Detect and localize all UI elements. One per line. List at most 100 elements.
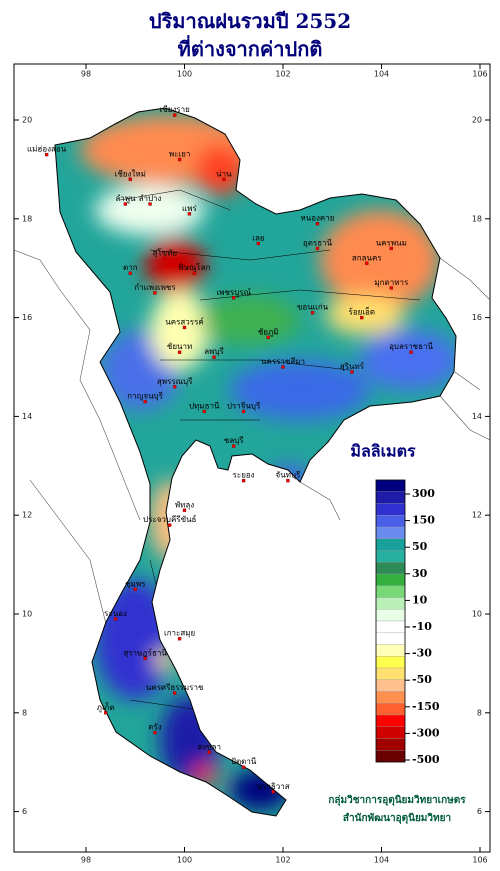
legend-label: -30 (412, 647, 432, 660)
province-label: สุโขทัย (152, 247, 177, 257)
station-dot (133, 587, 137, 591)
station-dot (207, 750, 211, 754)
station-dot (143, 399, 147, 404)
legend-swatch (375, 644, 406, 657)
province-label: ร้อยเอ็ด (349, 307, 376, 317)
station-dot (113, 617, 118, 621)
station-dot (315, 222, 320, 226)
province-label: แม่ฮ่องสอน (27, 145, 67, 154)
lat-tick-label: 12 (22, 511, 32, 520)
station-dot (241, 765, 246, 769)
legend-title: มิลลิเมตร (350, 442, 416, 461)
legend-label: 10 (412, 593, 428, 606)
province-label: อุบลราชธานี (389, 342, 433, 351)
lat-tick-label: 16 (472, 313, 482, 322)
legend-swatch (375, 538, 406, 551)
lon-tick-label: 100 (177, 856, 192, 865)
neighbour-borders (13, 249, 491, 641)
legend-frame (375, 479, 406, 763)
province-label: ลพบุรี (204, 347, 224, 356)
province-label: เชียงราย (160, 105, 190, 114)
province-label: กาญจนบุรี (127, 392, 163, 401)
province-label: มุกดาหาร (374, 278, 409, 287)
province-label: สกลนคร (352, 253, 382, 262)
station-dot (241, 409, 246, 414)
legend-swatch (375, 714, 406, 727)
lon-tick-label: 102 (275, 856, 290, 865)
legend-label: -150 (412, 700, 440, 713)
province-label: ตาก (123, 263, 138, 272)
station-dot (389, 246, 394, 251)
province-label: นครราชสีมา (261, 357, 305, 366)
station-dot (271, 790, 275, 794)
lat-tick-label: 20 (472, 116, 482, 125)
station-dot (168, 523, 172, 527)
province-label: ชลบุรี (224, 436, 244, 445)
legend-swatch (375, 703, 406, 716)
title: ที่ต่างจากค่าปกติ (178, 34, 323, 61)
lat-tick-label: 14 (472, 412, 482, 421)
legend-label: 30 (412, 567, 428, 580)
station-dot (104, 711, 108, 715)
legend-swatch (375, 632, 406, 645)
station-dot (266, 335, 270, 340)
legend-swatch (375, 585, 406, 598)
station-dot (241, 478, 246, 483)
province-label: ตรัง (148, 723, 161, 732)
station-dot (177, 350, 182, 354)
station-dot (177, 637, 182, 641)
province-label: ปัตตานี (231, 757, 257, 766)
station-dot (187, 212, 192, 216)
lon-tick-label: 106 (472, 70, 487, 79)
legend-swatch (375, 750, 406, 763)
station-dot (310, 311, 315, 315)
lon-tick-label: 104 (374, 70, 389, 79)
lat-tick-label: 10 (22, 610, 32, 619)
station-dot (222, 177, 226, 181)
legend-swatch (375, 691, 406, 704)
station-dot (281, 365, 285, 369)
lon-tick-label: 98 (81, 70, 91, 79)
province-label: สงขลา (197, 742, 221, 751)
station-dot (153, 291, 157, 295)
province-label: เลย (252, 234, 264, 243)
province-label: ชัยภูมิ (258, 327, 279, 337)
credit: สำนักพัฒนาอุตุนิยมวิทยา (343, 812, 451, 824)
station-dot (123, 202, 128, 206)
province-label: น่าน (216, 169, 232, 178)
legend-label: -10 (412, 620, 432, 633)
lat-tick-label: 12 (472, 511, 482, 520)
station-dot (389, 286, 394, 290)
station-dot (44, 152, 49, 157)
lat-tick-label: 8 (477, 708, 482, 717)
lat-tick-label: 8 (22, 708, 27, 717)
lat-tick-label: 14 (22, 412, 32, 421)
province-label: ประจวบคีรีขันธ์ (143, 514, 197, 524)
station-dot (172, 691, 177, 695)
lat-tick-label: 6 (22, 807, 27, 816)
legend-swatch (375, 562, 406, 575)
legend-swatch (375, 679, 406, 692)
lat-tick-label: 10 (472, 610, 482, 619)
station-dot (153, 730, 157, 735)
station-dot (232, 444, 236, 448)
province-label: ลำพูน (115, 194, 136, 204)
province-label: ชัยนาท (167, 342, 192, 351)
legend-swatch (375, 726, 406, 739)
station-dot (360, 315, 364, 320)
province-label: พะเยา (169, 150, 190, 159)
province-label: นครพนม (376, 238, 407, 247)
legend-swatch (375, 526, 406, 539)
province-label: ระนอง (104, 609, 127, 618)
station-dot (128, 271, 132, 275)
lon-tick-label: 104 (374, 856, 389, 865)
station-dot (212, 355, 216, 359)
lat-tick-label: 18 (22, 214, 32, 223)
province-label: สุราษฎร์ธานี (123, 647, 167, 657)
station-dot (350, 370, 354, 374)
station-dot (172, 385, 177, 389)
province-label: เพชรบูรณ์ (216, 287, 251, 298)
legend-swatch (375, 550, 406, 563)
station-dot (172, 113, 177, 117)
